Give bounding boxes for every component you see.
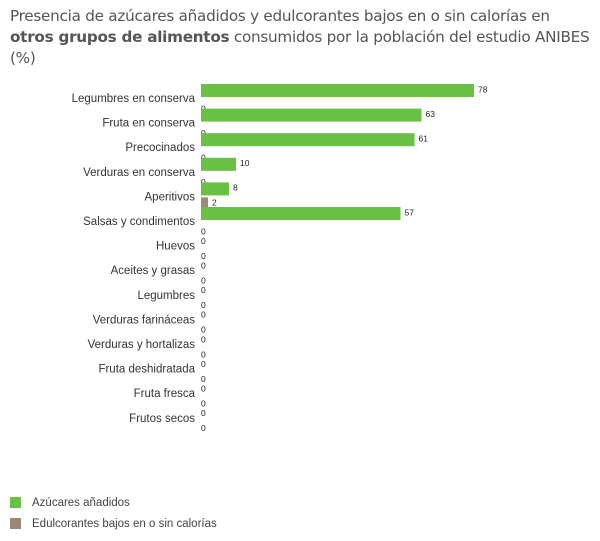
bar-chart: Legumbres en conserva 78 0 Fruta en conserv… [72, 84, 488, 433]
bar-azucares-anadidos-legumbres-en-conserva [201, 84, 474, 97]
category-label-verduras-en-conserva: Verduras en conserva [83, 167, 195, 179]
bar-azucares-anadidos-verduras-en-conserva [201, 157, 236, 171]
value-label-azucares-anadidos-fruta-fresca: 0 [201, 383, 206, 393]
value-label-azucares-anadidos-verduras-farinaceas: 0 [201, 310, 206, 320]
value-label-azucares-anadidos-legumbres: 0 [201, 285, 206, 295]
bar-edulcorantes-bajos-en-o-sin-calorias-aperitivos [201, 197, 208, 211]
value-label-azucares-anadidos-verduras-en-conserva: 10 [240, 158, 250, 168]
category-label-precocinados: Precocinados [125, 142, 195, 154]
value-label-edulcorantes-bajos-en-o-sin-calorias-aceites-y-grasas: 0 [201, 275, 206, 285]
value-label-edulcorantes-bajos-en-o-sin-calorias-salsas-y-condimentos: 0 [201, 226, 206, 236]
category-label-legumbres-en-conserva: Legumbres en conserva [72, 93, 196, 105]
bar-azucares-anadidos-salsas-y-condimentos [201, 207, 401, 220]
value-label-azucares-anadidos-aperitivos: 8 [233, 183, 238, 193]
value-label-azucares-anadidos-fruta-en-conserva: 63 [426, 109, 436, 119]
category-label-verduras-farinaceas: Verduras farináceas [93, 314, 196, 326]
category-label-fruta-deshidratada: Fruta deshidratada [98, 364, 195, 376]
category-label-verduras-y-hortalizas: Verduras y hortalizas [88, 339, 196, 351]
value-label-edulcorantes-bajos-en-o-sin-calorias-huevos: 0 [201, 251, 206, 261]
value-label-azucares-anadidos-salsas-y-condimentos: 57 [405, 207, 415, 217]
value-label-edulcorantes-bajos-en-o-sin-calorias-aperitivos: 2 [212, 198, 217, 208]
value-label-edulcorantes-bajos-en-o-sin-calorias-fruta-en-conserva: 0 [201, 128, 206, 138]
value-label-edulcorantes-bajos-en-o-sin-calorias-verduras-y-hortalizas: 0 [201, 349, 206, 359]
value-label-edulcorantes-bajos-en-o-sin-calorias-legumbres: 0 [201, 300, 206, 310]
value-label-edulcorantes-bajos-en-o-sin-calorias-verduras-farinaceas: 0 [201, 325, 206, 335]
legend-item-azucares: Azúcares añadidos [10, 492, 217, 513]
value-label-azucares-anadidos-verduras-y-hortalizas: 0 [201, 334, 206, 344]
category-label-aperitivos: Aperitivos [145, 191, 196, 203]
bar-azucares-anadidos-precocinados [201, 133, 415, 147]
category-label-legumbres: Legumbres [137, 290, 195, 302]
legend-label-azucares: Azúcares añadidos [32, 496, 130, 509]
value-label-edulcorantes-bajos-en-o-sin-calorias-fruta-fresca: 0 [201, 398, 206, 408]
chart-title: Presencia de azúcares añadidos y edulcor… [10, 6, 595, 69]
title-bold: otros grupos de alimentos [10, 28, 230, 46]
value-label-edulcorantes-bajos-en-o-sin-calorias-legumbres-en-conserva: 0 [201, 103, 206, 113]
value-label-azucares-anadidos-precocinados: 61 [419, 133, 429, 143]
bar-azucares-anadidos-aperitivos [201, 182, 229, 196]
legend-swatch-edulcorantes [10, 518, 21, 529]
value-label-azucares-anadidos-aceites-y-grasas: 0 [201, 260, 206, 270]
legend: Azúcares añadidos Edulcorantes bajos en … [10, 492, 217, 534]
value-label-edulcorantes-bajos-en-o-sin-calorias-precocinados: 0 [201, 152, 206, 162]
title-rest: consumidos por la población del estudio … [10, 28, 590, 67]
value-label-edulcorantes-bajos-en-o-sin-calorias-fruta-deshidratada: 0 [201, 374, 206, 384]
value-label-azucares-anadidos-legumbres-en-conserva: 78 [478, 84, 488, 94]
category-label-fruta-en-conserva: Fruta en conserva [102, 118, 195, 130]
category-label-aceites-y-grasas: Aceites y grasas [111, 265, 196, 277]
value-label-azucares-anadidos-fruta-deshidratada: 0 [201, 359, 206, 369]
bar-azucares-anadidos-fruta-en-conserva [201, 108, 422, 122]
title-line1: Presencia de azúcares añadidos y edulcor… [10, 7, 550, 25]
legend-swatch-azucares [10, 497, 21, 508]
category-label-huevos: Huevos [156, 241, 195, 253]
category-label-fruta-fresca: Fruta fresca [134, 388, 196, 400]
legend-item-edulcorantes: Edulcorantes bajos en o sin calorías [10, 513, 217, 534]
legend-label-edulcorantes: Edulcorantes bajos en o sin calorías [32, 517, 217, 530]
value-label-edulcorantes-bajos-en-o-sin-calorias-verduras-en-conserva: 0 [201, 177, 206, 187]
category-label-frutos-secos: Frutos secos [129, 413, 195, 425]
value-label-azucares-anadidos-frutos-secos: 0 [201, 408, 206, 418]
value-label-azucares-anadidos-huevos: 0 [201, 236, 206, 246]
category-label-salsas-y-condimentos: Salsas y condimentos [83, 216, 195, 228]
value-label-edulcorantes-bajos-en-o-sin-calorias-frutos-secos: 0 [201, 423, 206, 433]
